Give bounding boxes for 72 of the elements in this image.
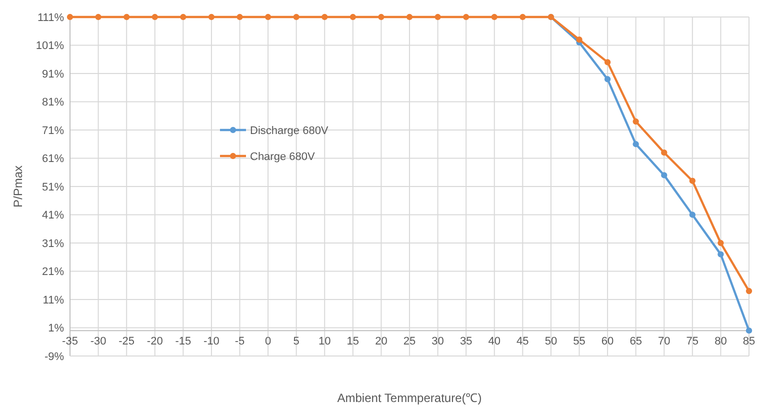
point bbox=[180, 14, 186, 20]
point bbox=[236, 14, 243, 20]
y-tick-label: 21% bbox=[42, 266, 64, 278]
point bbox=[661, 172, 668, 178]
x-tick-label: 0 bbox=[264, 336, 272, 348]
x-tick-label: 45 bbox=[516, 336, 529, 348]
x-tick-label: 15 bbox=[346, 336, 360, 348]
y-tick-label: 51% bbox=[42, 181, 64, 194]
point bbox=[350, 14, 356, 20]
y-tick-label: -9% bbox=[44, 350, 64, 363]
x-tick-label: 75 bbox=[686, 336, 699, 348]
x-axis-title: Ambient Temmperature(℃) bbox=[337, 391, 482, 405]
x-tick-label: -30 bbox=[90, 336, 106, 348]
point bbox=[689, 212, 696, 218]
point bbox=[208, 14, 215, 20]
point bbox=[123, 14, 130, 20]
point bbox=[718, 251, 724, 258]
y-tick-label: 101% bbox=[36, 40, 64, 52]
point bbox=[406, 14, 413, 20]
y-tick-label: 1% bbox=[48, 322, 64, 335]
x-tick-label: 20 bbox=[375, 336, 388, 348]
x-tick-label: -10 bbox=[204, 336, 220, 348]
y-tick-label: 31% bbox=[42, 238, 64, 250]
y-tick-label: 61% bbox=[42, 153, 64, 166]
point bbox=[152, 14, 158, 20]
point bbox=[491, 14, 498, 20]
point bbox=[322, 14, 328, 20]
x-tick-label: 65 bbox=[630, 336, 642, 348]
point bbox=[661, 150, 668, 156]
point bbox=[462, 14, 470, 20]
point bbox=[576, 36, 582, 43]
point bbox=[689, 178, 696, 184]
point bbox=[604, 59, 611, 66]
x-tick-label: -35 bbox=[62, 336, 78, 348]
point bbox=[718, 240, 724, 246]
point bbox=[632, 141, 639, 148]
point bbox=[293, 14, 300, 20]
legend-label: Charge 680V bbox=[250, 150, 316, 163]
point bbox=[434, 14, 441, 20]
point bbox=[632, 118, 639, 125]
x-tick-label: 10 bbox=[318, 336, 331, 348]
x-tick-label: 80 bbox=[714, 336, 727, 348]
x-tick-label: -5 bbox=[234, 336, 245, 348]
y-tick-label: 91% bbox=[42, 68, 64, 80]
x-tick-label: 70 bbox=[658, 336, 670, 348]
point bbox=[746, 288, 752, 294]
point bbox=[264, 14, 272, 20]
point bbox=[95, 14, 102, 20]
y-axis-title: P/Pmax bbox=[11, 165, 25, 208]
x-tick-label: -20 bbox=[146, 336, 163, 348]
x-tick-label: 55 bbox=[573, 336, 586, 348]
legend-label: Discharge 680V bbox=[250, 124, 329, 137]
x-tick-label: 30 bbox=[432, 336, 444, 348]
x-tick-label: -25 bbox=[118, 336, 135, 348]
x-tick-label: 60 bbox=[601, 336, 614, 348]
point bbox=[520, 14, 526, 20]
point bbox=[378, 14, 384, 20]
y-tick-label: 11% bbox=[42, 294, 64, 306]
x-tick-label: -15 bbox=[175, 336, 192, 348]
y-tick-label: 41% bbox=[42, 210, 64, 222]
point bbox=[746, 327, 752, 334]
y-tick-label: 71% bbox=[42, 124, 64, 137]
x-tick-label: 50 bbox=[544, 336, 558, 348]
point bbox=[66, 14, 74, 20]
x-tick-label: 35 bbox=[460, 336, 472, 348]
x-tick-label: 85 bbox=[742, 336, 756, 348]
x-tick-label: 25 bbox=[403, 336, 416, 348]
x-tick-label: 40 bbox=[488, 336, 500, 348]
x-tick-label: 5 bbox=[293, 336, 300, 348]
y-tick-label: 81% bbox=[42, 96, 64, 109]
y-tick-label: 111% bbox=[37, 12, 64, 24]
point bbox=[604, 76, 611, 82]
